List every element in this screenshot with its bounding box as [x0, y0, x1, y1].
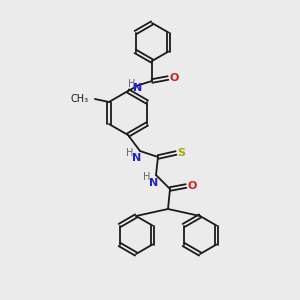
Text: O: O [187, 181, 196, 191]
Text: S: S [177, 148, 185, 158]
Text: H: H [143, 172, 151, 182]
Text: N: N [134, 83, 142, 93]
Text: N: N [132, 153, 142, 163]
Text: O: O [169, 73, 178, 83]
Text: N: N [149, 178, 159, 188]
Text: H: H [128, 79, 136, 89]
Text: H: H [126, 148, 134, 158]
Text: CH₃: CH₃ [71, 94, 89, 104]
